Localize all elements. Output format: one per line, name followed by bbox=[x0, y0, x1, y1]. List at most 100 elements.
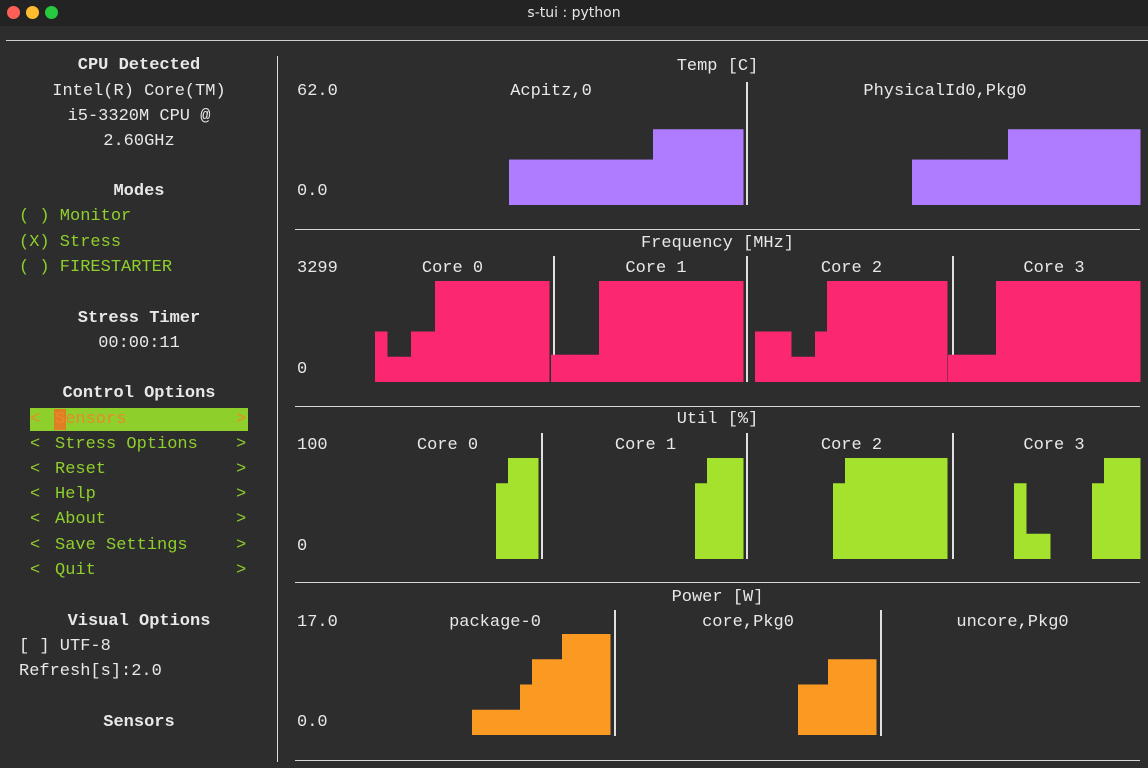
power-bar bbox=[846, 659, 853, 735]
maximize-window-button[interactable] bbox=[45, 6, 58, 19]
temp-bar bbox=[527, 159, 534, 205]
freq-bar bbox=[839, 281, 846, 382]
temp-bar bbox=[990, 159, 997, 205]
temp-bar bbox=[1050, 129, 1057, 205]
power-bar bbox=[592, 634, 599, 735]
temp-bar bbox=[599, 159, 606, 205]
freq-bar bbox=[1032, 281, 1039, 382]
frequency-column-separator-2 bbox=[746, 256, 748, 382]
temp-bar bbox=[1044, 129, 1051, 205]
about-suffix: > bbox=[236, 510, 247, 529]
util-bar bbox=[719, 458, 726, 559]
freq-bar bbox=[557, 354, 564, 382]
power-bar bbox=[508, 709, 515, 735]
power-bar bbox=[834, 659, 841, 735]
freq-bar bbox=[1050, 281, 1057, 382]
temp-bar bbox=[689, 129, 696, 205]
freq-bar bbox=[845, 281, 852, 382]
temp-bar bbox=[617, 159, 624, 205]
freq-bar bbox=[923, 281, 930, 382]
freq-bar bbox=[803, 356, 810, 382]
util-bar bbox=[1128, 458, 1135, 559]
util-column-separator-3 bbox=[952, 433, 954, 559]
power-bar bbox=[822, 684, 829, 735]
temp-bar bbox=[521, 159, 528, 205]
about-prefix: < bbox=[30, 510, 41, 529]
util-bar bbox=[1014, 483, 1021, 559]
control-options-title: Control Options bbox=[62, 384, 216, 403]
help-button[interactable]: Help bbox=[55, 485, 96, 504]
temp-bar bbox=[647, 159, 654, 205]
freq-bar bbox=[893, 281, 900, 382]
util-bar bbox=[1032, 533, 1039, 559]
mode-firestarter-radio[interactable]: ( ) FIRESTARTER bbox=[19, 258, 173, 277]
util-bar bbox=[887, 458, 894, 559]
quit-button[interactable]: Quit bbox=[55, 561, 96, 580]
temp-ymax-label: 62.0 bbox=[297, 82, 338, 101]
temp-bar bbox=[509, 159, 516, 205]
temp-bar bbox=[563, 159, 570, 205]
frequency-column-separator-3 bbox=[952, 256, 954, 382]
temp-bar bbox=[605, 159, 612, 205]
freq-bar bbox=[755, 331, 762, 382]
stress-options-button[interactable]: Stress Options bbox=[55, 435, 198, 454]
freq-bar bbox=[417, 331, 424, 382]
util-bar bbox=[839, 483, 846, 559]
help-suffix: > bbox=[236, 485, 247, 504]
util-bar bbox=[713, 458, 720, 559]
power-ymin-label: 0.0 bbox=[297, 713, 328, 732]
util-bar bbox=[923, 458, 930, 559]
about-button[interactable]: About bbox=[55, 510, 107, 529]
freq-bar bbox=[635, 281, 642, 382]
power-bar bbox=[484, 709, 491, 735]
power-bottom-divider bbox=[295, 760, 1140, 761]
freq-bar bbox=[1008, 281, 1015, 382]
temp-bar bbox=[1086, 129, 1093, 205]
utf8-checkbox[interactable]: [ ] UTF-8 bbox=[19, 637, 111, 656]
temp-bar bbox=[1134, 129, 1141, 205]
sensors-title: Sensors bbox=[103, 713, 175, 732]
power-bar bbox=[580, 634, 587, 735]
freq-bar bbox=[441, 281, 448, 382]
power-bar bbox=[490, 709, 497, 735]
freq-bar bbox=[683, 281, 690, 382]
freq-bar bbox=[483, 281, 490, 382]
util-bar bbox=[526, 458, 533, 559]
close-window-button[interactable] bbox=[7, 6, 20, 19]
power-bar bbox=[472, 709, 479, 735]
temp-bottom-divider bbox=[295, 229, 1140, 230]
freq-bar bbox=[1074, 281, 1081, 382]
power-bar bbox=[556, 659, 563, 735]
temp-bar bbox=[629, 159, 636, 205]
refresh-rate-field[interactable]: Refresh[s]:2.0 bbox=[19, 662, 162, 681]
freq-bar bbox=[1062, 281, 1069, 382]
power-bar bbox=[514, 709, 521, 735]
temp-bar bbox=[1104, 129, 1111, 205]
temp-bar bbox=[641, 159, 648, 205]
reset-button[interactable]: Reset bbox=[55, 460, 107, 479]
freq-bar bbox=[1086, 281, 1093, 382]
sidebar-separator bbox=[277, 56, 278, 762]
util-graph-core-1 bbox=[695, 458, 744, 559]
quit-suffix: > bbox=[236, 561, 247, 580]
visual-options-title: Visual Options bbox=[67, 612, 211, 631]
freq-bar bbox=[393, 356, 400, 382]
freq-bar bbox=[671, 281, 678, 382]
freq-bar bbox=[411, 331, 418, 382]
sensors-button[interactable]: Sensors bbox=[55, 410, 127, 429]
util-bar bbox=[911, 458, 918, 559]
freq-bar bbox=[809, 356, 816, 382]
mode-stress-radio[interactable]: (X) Stress bbox=[19, 233, 122, 252]
window-titlebar bbox=[0, 0, 1148, 26]
util-bar bbox=[851, 458, 858, 559]
util-bar bbox=[1026, 533, 1033, 559]
freq-bar bbox=[525, 281, 532, 382]
mode-monitor-radio[interactable]: ( ) Monitor bbox=[19, 207, 132, 226]
freq-bar bbox=[435, 281, 442, 382]
temp-bar bbox=[942, 159, 949, 205]
util-bar bbox=[863, 458, 870, 559]
sensors-button-highlight[interactable] bbox=[30, 408, 248, 431]
minimize-window-button[interactable] bbox=[26, 6, 39, 19]
power-bar bbox=[598, 634, 605, 735]
save-settings-button[interactable]: Save Settings bbox=[55, 536, 188, 555]
